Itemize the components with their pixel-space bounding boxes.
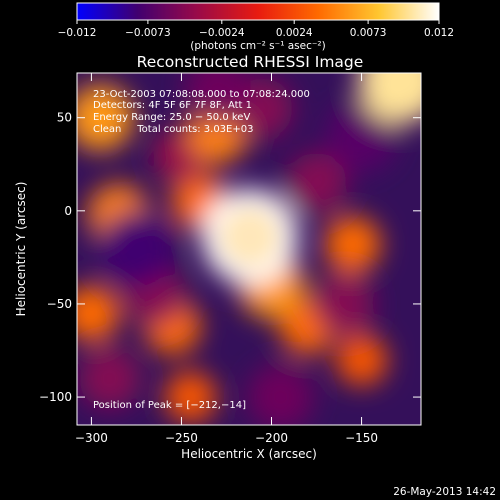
heatmap-feature	[313, 273, 375, 335]
colorbar-tick-label: −0.0024	[199, 27, 245, 39]
annotation-detectors: Detectors: 4F 5F 6F 7F 8F, Att 1	[93, 100, 252, 111]
x-tick-label: −200	[255, 431, 288, 445]
heatmap-feature	[77, 285, 120, 342]
heatmap-feature	[164, 371, 216, 423]
colorbar-tick-label: −0.0073	[125, 27, 171, 39]
annotation-peak-position: Position of Peak = [−212,−14]	[93, 400, 246, 411]
annotation-time-range: 23-Oct-2003 07:08:08.000 to 07:08:24.000	[93, 89, 310, 100]
heatmap-feature	[98, 210, 175, 287]
heatmap-peak-core	[237, 224, 262, 249]
colorbar-tick-label: 0.0073	[350, 27, 387, 39]
heatmap-image	[77, 73, 421, 425]
annotation-energy-range: Energy Range: 25.0 − 50.0 keV	[93, 112, 250, 123]
x-tick-label: −250	[165, 431, 198, 445]
annotations: 23-Oct-2003 07:08:08.000 to 07:08:24.000…	[93, 89, 310, 411]
colorbar-units-label: (photons cm⁻² s⁻¹ asec⁻²)	[190, 40, 325, 52]
colorbar-tick-label: 0.012	[424, 27, 454, 39]
x-axis-ticks: −300 −250 −200 −150	[75, 73, 378, 445]
x-tick-label: −150	[345, 431, 378, 445]
colorbar-bar	[76, 2, 440, 21]
heatmap-feature	[78, 347, 140, 409]
heatmap-feature	[358, 73, 421, 124]
annotation-clean-counts: Clean Total counts: 3.03E+03	[93, 124, 253, 135]
heatmap-feature	[184, 73, 251, 123]
colorbar-ticks: −0.012 −0.0073 −0.0024 0.0024 0.0073 0.012	[58, 20, 454, 39]
y-tick-label: −50	[47, 297, 72, 311]
y-axis-label: Heliocentric Y (arcsec)	[14, 182, 28, 317]
heatmap-feature	[286, 152, 348, 214]
heatmap-feature	[336, 334, 388, 386]
colorbar-tick-label: 0.0024	[276, 27, 313, 39]
heatmap-feature	[326, 100, 398, 172]
plot-frame	[76, 72, 422, 426]
footer-timestamp: 26-May-2013 14:42	[393, 486, 496, 498]
colorbar: −0.012 −0.0073 −0.0024 0.0024 0.0073 0.012 (p…	[58, 2, 454, 52]
heatmap-feature	[77, 84, 134, 151]
y-tick-label: −100	[39, 390, 72, 404]
heatmap-feature	[324, 216, 381, 273]
colorbar-tick-label: −0.012	[58, 27, 97, 39]
x-tick-label: −300	[75, 431, 108, 445]
chart-title: Reconstructed RHESSI Image	[137, 53, 364, 71]
y-tick-label: 0	[64, 204, 72, 218]
heatmap-feature	[247, 364, 314, 425]
y-tick-label: 50	[57, 111, 72, 125]
x-axis-label: Heliocentric X (arcsec)	[181, 447, 317, 461]
y-axis-ticks: −100 −50 0 50	[39, 111, 421, 404]
